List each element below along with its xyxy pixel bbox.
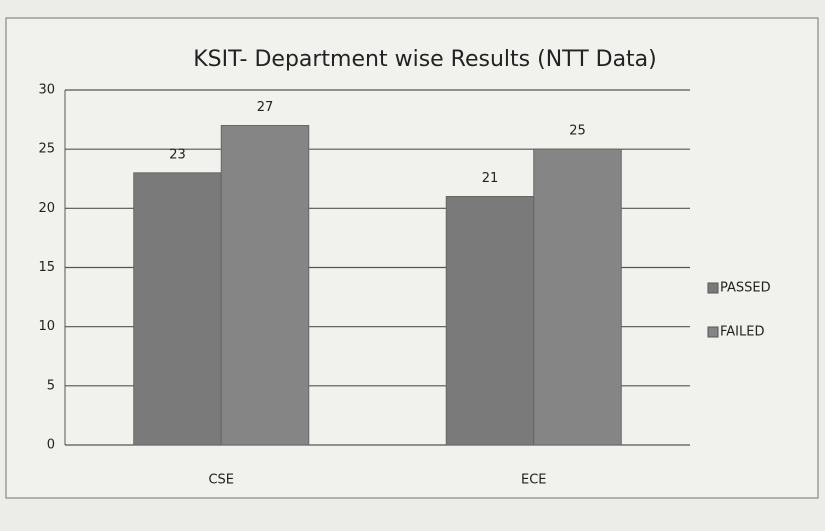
bar [533, 148, 622, 446]
data-label: 21 [482, 171, 499, 186]
bar [133, 172, 222, 446]
bar [445, 196, 535, 446]
legend-swatch [707, 326, 719, 338]
x-tick-label: ECE [521, 473, 547, 488]
legend-label: FAILED [720, 325, 764, 340]
y-tick-label: 30 [38, 83, 55, 98]
data-label: 27 [257, 100, 274, 115]
y-tick-label: 25 [38, 142, 55, 157]
y-tick-label: 20 [38, 201, 55, 216]
chart-title: KSIT- Department wise Results (NTT Data) [193, 47, 657, 72]
data-label: 23 [169, 147, 186, 162]
legend-swatch [707, 282, 719, 294]
legend-label: PASSED [720, 281, 771, 296]
y-tick-label: 15 [38, 260, 55, 275]
x-tick-label: CSE [208, 473, 234, 488]
y-tick-label: 10 [38, 319, 55, 334]
data-label: 25 [569, 124, 586, 139]
bar [220, 125, 310, 446]
y-tick-label: 5 [47, 378, 55, 393]
y-tick-label: 0 [47, 438, 55, 453]
